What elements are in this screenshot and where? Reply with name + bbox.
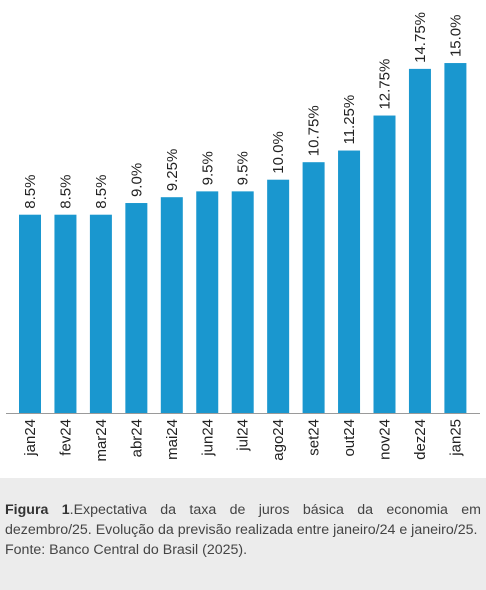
value-label-nov24: 12.75% bbox=[377, 59, 394, 110]
bar-ago24 bbox=[267, 179, 290, 413]
bar-nov24 bbox=[373, 115, 396, 413]
caption-text: .Expectativa da taxa de juros básica da … bbox=[5, 502, 482, 538]
bar-jul24 bbox=[231, 191, 254, 413]
bar-mai24 bbox=[160, 197, 183, 413]
figure-caption: Figura 1.Expectativa da taxa de juros bá… bbox=[5, 500, 481, 560]
bar-jan25 bbox=[444, 63, 467, 414]
value-label-jun24: 9.5% bbox=[199, 151, 216, 185]
chart-svg: 8.5% jan24 8.5% fev24 8.5% mar24 9.0% abr24 9.25… bbox=[6, 12, 480, 462]
bar-jan24 bbox=[19, 214, 41, 413]
category-label-jun24: jun24 bbox=[199, 419, 216, 457]
category-label-mar24: mar24 bbox=[93, 419, 110, 462]
caption-source: Fonte: Banco Central do Brasil (2025). bbox=[5, 542, 248, 558]
value-label-mar24: 8.5% bbox=[93, 174, 110, 208]
bar-dez24 bbox=[408, 68, 431, 413]
value-label-jan25: 15.0% bbox=[447, 15, 464, 58]
figure-label: Figura 1 bbox=[5, 502, 70, 518]
category-label-fev24: fev24 bbox=[57, 419, 74, 456]
value-label-set24: 10.75% bbox=[306, 105, 323, 156]
bar-chart: 8.5% jan24 8.5% fev24 8.5% mar24 9.0% abr24 9.25… bbox=[6, 12, 480, 462]
figure-caption-panel: Figura 1.Expectativa da taxa de juros bá… bbox=[0, 478, 486, 590]
bar-jun24 bbox=[196, 191, 219, 413]
category-label-set24: set24 bbox=[306, 419, 323, 456]
value-label-jan24: 8.5% bbox=[22, 174, 39, 208]
bar-fev24 bbox=[54, 214, 77, 413]
category-label-nov24: nov24 bbox=[377, 419, 394, 460]
chart-area: 8.5% jan24 8.5% fev24 8.5% mar24 9.0% abr24 9.25… bbox=[6, 12, 480, 462]
value-label-mai24: 9.25% bbox=[164, 149, 181, 192]
category-label-out24: out24 bbox=[341, 419, 358, 457]
category-label-jul24: jul24 bbox=[235, 419, 252, 452]
category-label-jan24: jan24 bbox=[22, 419, 39, 457]
category-label-ago24: ago24 bbox=[270, 419, 287, 461]
value-label-out24: 11.25% bbox=[341, 95, 358, 145]
category-label-dez24: dez24 bbox=[412, 419, 429, 460]
value-label-ago24: 10.0% bbox=[270, 131, 287, 174]
bar-mar24 bbox=[89, 214, 112, 413]
value-label-jul24: 9.5% bbox=[235, 151, 252, 185]
bar-abr24 bbox=[125, 203, 148, 413]
value-label-fev24: 8.5% bbox=[57, 174, 74, 208]
value-label-dez24: 14.75% bbox=[412, 12, 429, 63]
value-label-abr24: 9.0% bbox=[128, 163, 145, 197]
category-label-jan25: jan25 bbox=[447, 419, 464, 457]
category-label-abr24: abr24 bbox=[128, 419, 145, 457]
bar-out24 bbox=[338, 150, 361, 414]
bar-set24 bbox=[302, 162, 325, 413]
category-label-mai24: mai24 bbox=[164, 419, 181, 460]
